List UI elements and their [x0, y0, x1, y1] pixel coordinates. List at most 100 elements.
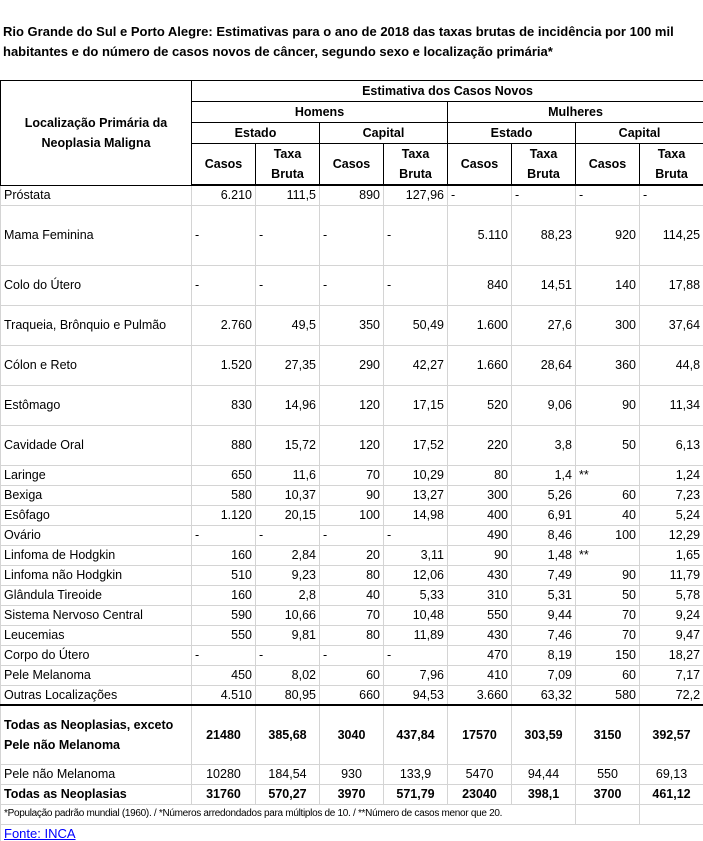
- table-row: Linfoma de Hodgkin 160 2,84 20 3,11 90 1,48 ** 1…: [0, 544, 703, 566]
- table-row: Mama Feminina - - - -5.110 88,23 920 114,25: [0, 204, 703, 266]
- row-label: Traqueia, Brônquio e Pulmão: [0, 304, 192, 346]
- value-cell: -: [447, 184, 512, 206]
- rate-header: Taxa Bruta: [511, 143, 576, 186]
- value-cell: 50: [575, 584, 640, 606]
- value-cell: 2,8: [255, 584, 320, 606]
- value-cell: 72,2: [638, 684, 703, 706]
- value-cell: **: [575, 544, 640, 566]
- value-cell: 880: [191, 424, 256, 466]
- value-cell: 21480: [191, 704, 256, 765]
- value-cell: 5,78: [638, 584, 703, 606]
- estimate-header: Estimativa dos Casos Novos: [190, 80, 703, 102]
- table-row: Pele Melanoma 450 8,02 60 7,96 410 7,09 60 7,17: [0, 664, 703, 686]
- row-label: Linfoma de Hodgkin: [0, 544, 192, 566]
- value-cell: 90: [575, 564, 640, 586]
- table-body: Próstata 6.210 111,5 890 127,96- - - - Mama Femi…: [0, 184, 703, 841]
- value-cell: -: [191, 644, 256, 666]
- value-cell: 160: [191, 584, 256, 606]
- table-row: Laringe 650 11,6 70 10,29 80 1,4 ** 1,24: [0, 464, 703, 486]
- value-cell: 15,72: [255, 424, 320, 466]
- value-cell: 410: [447, 664, 512, 686]
- value-cell: 9,24: [638, 604, 703, 626]
- value-cell: 7,96: [383, 664, 448, 686]
- value-cell: -: [511, 184, 576, 206]
- value-cell: 303,59: [511, 704, 576, 765]
- value-cell: 5.110: [447, 204, 512, 266]
- value-cell: 550: [575, 763, 640, 785]
- total-row: Todas as Neoplasias 31760 570,27 3970 571,79…: [0, 783, 703, 805]
- value-cell: 70: [575, 604, 640, 626]
- value-cell: 80: [319, 624, 384, 646]
- value-cell: 28,64: [511, 344, 576, 386]
- value-cell: 5,31: [511, 584, 576, 606]
- value-cell: -: [255, 644, 320, 666]
- value-cell: 890: [319, 184, 384, 206]
- value-cell: 49,5: [255, 304, 320, 346]
- value-cell: 300: [447, 484, 512, 506]
- value-cell: 1.520: [191, 344, 256, 386]
- value-cell: 7,17: [638, 664, 703, 686]
- value-cell: 94,53: [383, 684, 448, 706]
- table-row: Linfoma não Hodgkin 510 9,23 80 12,06 430 7,49…: [0, 564, 703, 586]
- value-cell: 17,15: [383, 384, 448, 426]
- value-cell: 90: [319, 484, 384, 506]
- value-cell: 11,79: [638, 564, 703, 586]
- value-cell: 20: [319, 544, 384, 566]
- value-cell: 90: [447, 544, 512, 566]
- value-cell: 13,27: [383, 484, 448, 506]
- value-cell: 111,5: [255, 184, 320, 206]
- table-row: Estômago 830 14,96 120 17,15 520 9,06 90 11,34: [0, 384, 703, 426]
- value-cell: 14,96: [255, 384, 320, 426]
- women-header: Mulheres: [446, 101, 703, 123]
- value-cell: 6.210: [191, 184, 256, 206]
- value-cell: 60: [575, 664, 640, 686]
- value-cell: 3700: [575, 783, 640, 805]
- row-label: Pele não Melanoma: [0, 763, 192, 785]
- value-cell: 2,84: [255, 544, 320, 566]
- value-cell: 20,15: [255, 504, 320, 526]
- value-cell: 1.660: [447, 344, 512, 386]
- value-cell: 140: [575, 264, 640, 306]
- table-row: Glândula Tireoide 160 2,8 40 5,33 310 5,31 50 5,…: [0, 584, 703, 606]
- row-label: Todas as Neoplasias: [0, 783, 192, 805]
- women-capital-header: Capital: [574, 122, 703, 144]
- value-cell: 430: [447, 564, 512, 586]
- value-cell: 398,1: [511, 783, 576, 805]
- cases-header: Casos: [447, 143, 512, 186]
- value-cell: 70: [319, 604, 384, 626]
- value-cell: 31760: [191, 783, 256, 805]
- cancer-estimates-table: Localização Primária da Neoplasia Malign…: [0, 80, 703, 841]
- value-cell: 80: [319, 564, 384, 586]
- value-cell: 17,88: [638, 264, 703, 306]
- value-cell: 90: [575, 384, 640, 426]
- rate-header: Taxa Bruta: [383, 143, 448, 186]
- row-label: Laringe: [0, 464, 192, 486]
- value-cell: 550: [447, 604, 512, 626]
- men-capital-header: Capital: [319, 122, 448, 144]
- row-label: Cólon e Reto: [0, 344, 192, 386]
- value-cell: 400: [447, 504, 512, 526]
- value-cell: 70: [319, 464, 384, 486]
- value-cell: 27,35: [255, 344, 320, 386]
- value-cell: 133,9: [383, 763, 448, 785]
- value-cell: 580: [575, 684, 640, 706]
- table-row: Cólon e Reto 1.520 27,35 290 42,27 1.660 28,64…: [0, 344, 703, 386]
- value-cell: 60: [319, 664, 384, 686]
- value-cell: 100: [319, 504, 384, 526]
- source-link[interactable]: Fonte: INCA: [4, 826, 76, 841]
- total-row: Todas as Neoplasias, exceto Pele não Mel…: [0, 704, 703, 765]
- value-cell: 9,06: [511, 384, 576, 426]
- value-cell: 490: [447, 524, 512, 546]
- value-cell: 17,52: [383, 424, 448, 466]
- value-cell: 385,68: [255, 704, 320, 765]
- table-row: Bexiga 580 10,37 90 13,27 300 5,26 60 7,23: [0, 484, 703, 506]
- row-label: Mama Feminina: [0, 204, 192, 266]
- value-cell: 50,49: [383, 304, 448, 346]
- value-cell: -: [383, 524, 448, 546]
- value-cell: 3040: [319, 704, 384, 765]
- value-cell: 1,65: [638, 544, 703, 566]
- value-cell: 88,23: [511, 204, 576, 266]
- total-row: Pele não Melanoma 10280 184,54 930 133,9 5470…: [0, 763, 703, 785]
- value-cell: 1,24: [638, 464, 703, 486]
